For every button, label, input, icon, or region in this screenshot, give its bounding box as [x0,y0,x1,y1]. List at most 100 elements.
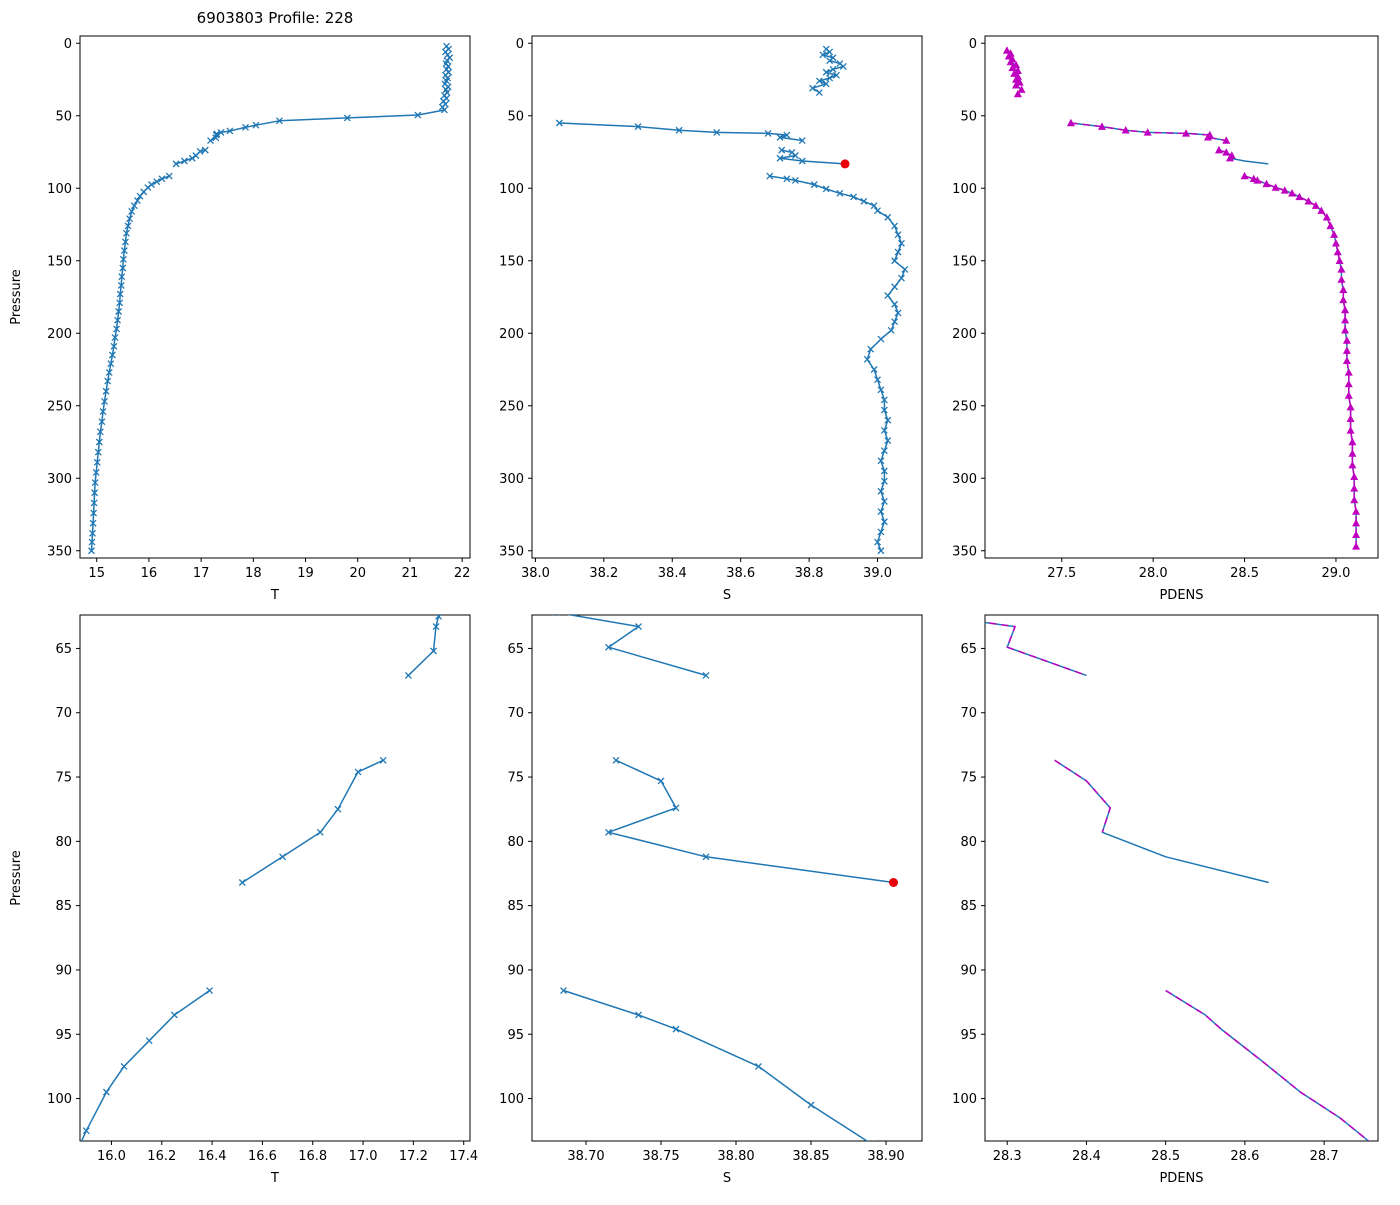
x-marker-icon [102,387,110,395]
plot-area [88,42,454,555]
x-marker-icon [206,987,214,994]
y-tick-label: 90 [507,963,524,978]
triangle-marker-icon [1066,118,1075,127]
x-marker-icon [555,119,563,127]
triangle-marker-icon [1335,256,1344,264]
x-tick-label: 17 [193,566,210,581]
x-marker-icon [783,131,791,139]
triangle-marker-icon [1004,52,1013,60]
x-axis-label: S [723,588,731,603]
x-marker-icon [201,146,209,154]
y-tick-label: 70 [507,706,524,721]
x-marker-icon [104,377,112,385]
x-marker-icon [880,518,888,526]
y-tick-label: 80 [55,835,72,850]
x-marker-icon [117,281,125,289]
x-tick-label: 16.4 [198,1149,227,1164]
series-line-s [559,48,906,552]
y-tick-label: 350 [47,544,72,559]
x-tick-label: 28.5 [1230,566,1259,581]
y-tick-label: 95 [507,1028,524,1043]
x-marker-icon [877,335,885,343]
plot-area [552,170,898,1141]
x-marker-icon [95,438,103,446]
x-tick-label: 38.8 [795,566,824,581]
x-marker-icon [822,68,830,76]
x-tick-label: 38.6 [726,566,755,581]
x-tick-label: 38.75 [642,1149,679,1164]
x-marker-icon [884,437,892,445]
x-marker-icon [107,360,115,368]
x-marker-icon [874,376,881,384]
x-marker-icon [880,477,888,485]
x-marker-icon [901,265,909,273]
triangle-marker-icon [1012,75,1021,83]
triangle-marker-icon [1350,472,1359,480]
y-tick-label: 150 [499,254,524,269]
x-marker-icon [91,479,99,487]
x-axis-label: PDENS [1159,1171,1203,1186]
x-marker-icon [91,489,99,497]
x-marker-icon [891,318,899,326]
y-tick-label: 65 [507,642,524,657]
x-tick-label: 28.4 [1072,1149,1101,1164]
y-tick-label: 200 [47,327,72,342]
x-marker-icon [766,172,774,180]
x-tick-label: 15 [88,566,105,581]
triangle-marker-icon [1253,176,1262,184]
y-tick-label: 0 [64,37,72,52]
x-marker-icon [877,528,885,536]
x-marker-icon [1065,472,1071,478]
flagged-point-dot [840,159,850,169]
x-marker-icon [96,428,104,436]
x-marker-icon [82,1127,90,1135]
x-marker-icon [123,229,130,237]
triangle-marker-icon [1008,63,1017,72]
x-marker-icon [880,467,888,475]
x-marker-icon [635,1011,642,1019]
triangle-marker-icon [1348,449,1357,457]
x-marker-icon [826,74,834,82]
x-marker-icon [98,418,106,426]
plot-area [1002,46,1361,550]
x-tick-label: 39.0 [863,566,892,581]
plot-area [985,621,1370,1141]
panel-s-zoom: 38.70 38.75 38.80 38.85 38.90657075808590951… [499,170,923,1186]
x-marker-icon [839,62,847,70]
y-tick-label: 85 [507,899,524,914]
x-axis-label: PDENS [1159,588,1203,603]
axes-frame [531,614,923,1142]
x-marker-icon [624,536,630,542]
y-tick-label: 75 [507,771,524,786]
triangle-marker-icon [1280,186,1289,194]
y-tick-label: 150 [952,254,977,269]
triangle-marker-icon [1271,183,1280,191]
triangle-marker-icon [1339,285,1348,293]
x-marker-icon [560,987,567,994]
x-tick-label: 28.0 [1139,566,1168,581]
x-marker-icon [498,588,504,594]
triangle-marker-icon [1339,295,1348,304]
x-marker-icon [635,623,642,631]
y-tick-label: 100 [499,1092,524,1107]
axes-frame [79,614,471,1142]
x-marker-icon [867,345,875,353]
triangle-marker-icon [1295,192,1304,201]
x-marker-icon [126,215,134,223]
axes-frame [79,35,471,559]
y-tick-label: 85 [960,899,977,914]
triangle-marker-icon [1346,414,1355,422]
x-tick-label: 38.4 [658,566,687,581]
triangle-marker-icon [1348,437,1357,446]
x-marker-icon [874,207,881,215]
x-marker-icon [93,458,101,466]
x-marker-icon [884,213,892,221]
series-line-t [90,45,451,551]
y-tick-label: 300 [952,472,977,487]
x-marker-icon [791,152,799,159]
triangle-marker-icon [1342,346,1351,354]
y-tick-label: 200 [952,327,977,342]
triangle-marker-icon [1337,275,1346,283]
x-marker-icon [808,170,814,176]
